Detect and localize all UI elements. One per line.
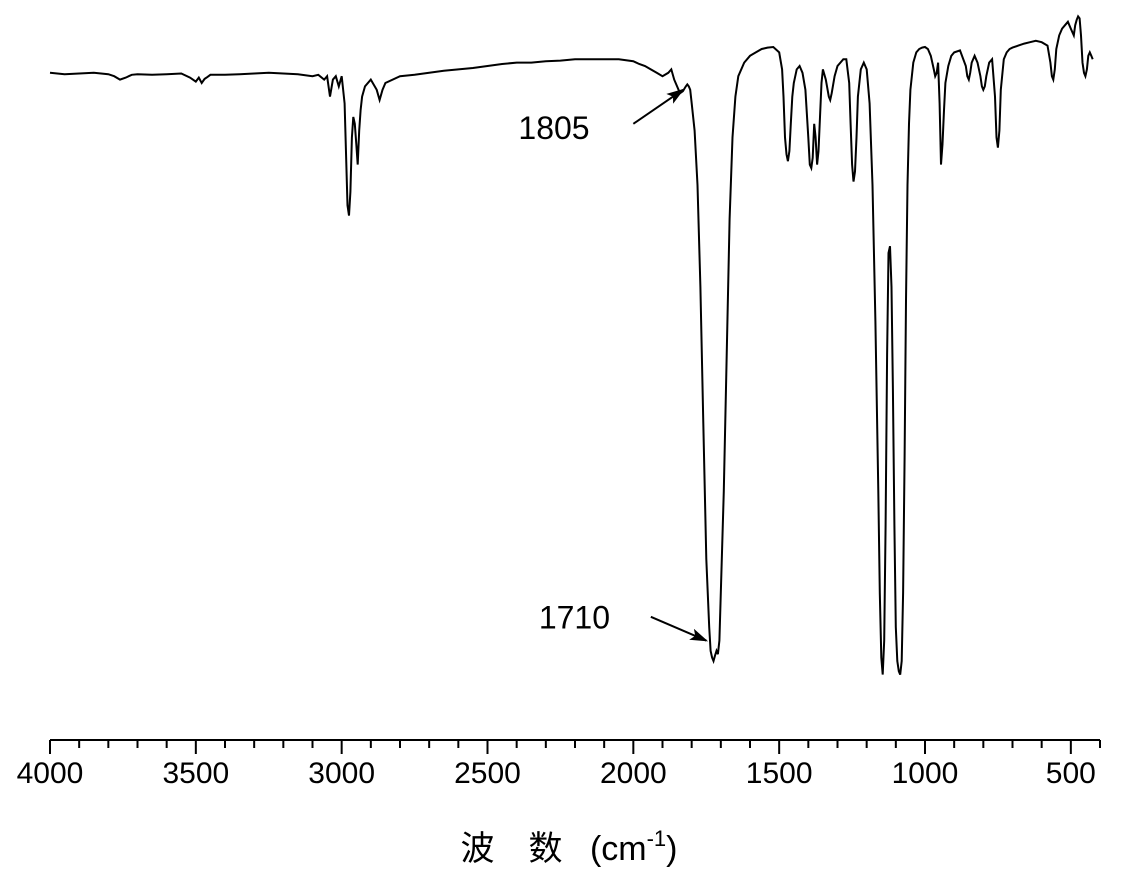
peak-label-1710: 1710 bbox=[539, 600, 610, 636]
x-tick-label: 1500 bbox=[746, 757, 813, 790]
x-tick-label: 2500 bbox=[454, 757, 521, 790]
x-axis-label: 波 数 (cm-1) bbox=[461, 826, 678, 868]
annotations: 1805 1710 bbox=[518, 90, 706, 641]
x-tick-label: 500 bbox=[1046, 757, 1096, 790]
peak-arrow-1805 bbox=[633, 90, 683, 124]
svg-text:波 数 (cm-1): 波 数 (cm-1) bbox=[461, 826, 678, 868]
x-tick-label: 2000 bbox=[600, 757, 667, 790]
x-tick-label: 4000 bbox=[17, 757, 84, 790]
x-tick-label: 3500 bbox=[162, 757, 229, 790]
x-axis: 4000 3500 3000 2500 2000 1500 1000 500 bbox=[17, 740, 1100, 790]
x-tick-label: 3000 bbox=[308, 757, 375, 790]
peak-arrow-1710 bbox=[651, 617, 706, 641]
x-tick-label: 1000 bbox=[892, 757, 959, 790]
peak-label-1805: 1805 bbox=[518, 110, 589, 146]
ir-spectrum-chart: 4000 3500 3000 2500 2000 1500 1000 500 1805 1710… bbox=[0, 0, 1138, 895]
